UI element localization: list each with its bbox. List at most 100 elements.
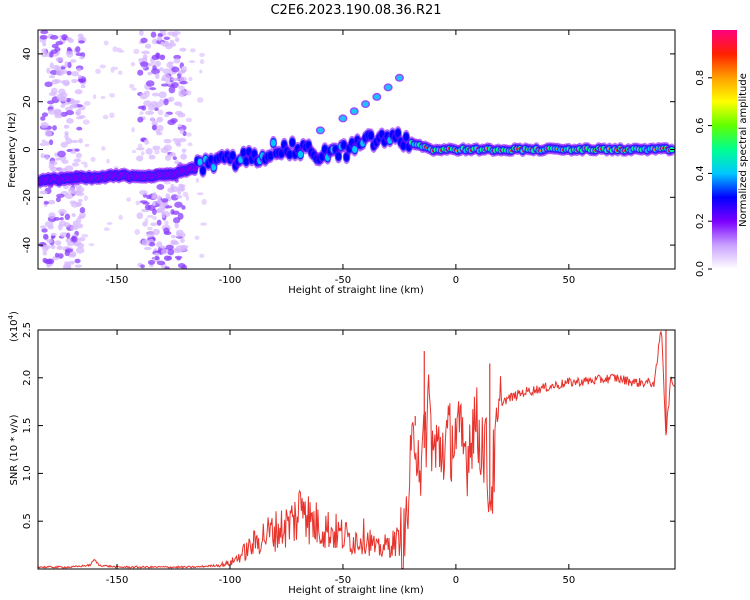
noise-speckle <box>156 36 163 41</box>
noise-speckle <box>162 68 171 75</box>
noise-speckle <box>167 248 175 256</box>
noise-speckle <box>176 232 181 238</box>
x-tick-label: -100 <box>219 575 242 586</box>
noise-speckle <box>155 73 160 80</box>
branch-inner <box>339 115 346 122</box>
y-tick-label: 2.0 <box>22 370 33 386</box>
noise-speckle <box>136 155 144 162</box>
y-tick-label: 20 <box>22 95 33 108</box>
noise-speckle <box>52 125 57 131</box>
noise-speckle <box>48 75 56 79</box>
colorbar-tick-label: 0.0 <box>695 261 706 277</box>
noise-speckle <box>147 71 153 76</box>
noise-speckle <box>76 126 83 131</box>
noise-speckle <box>44 221 54 228</box>
noise-speckle <box>156 219 162 226</box>
noise-speckle <box>39 34 48 40</box>
noise-speckle <box>82 119 90 125</box>
noise-speckle <box>40 153 45 159</box>
noise-speckle <box>46 100 55 105</box>
noise-speckle <box>170 194 179 201</box>
noise-speckle <box>42 250 48 256</box>
noise-speckle <box>66 36 72 42</box>
noise-speckle <box>92 94 97 100</box>
noise-speckle <box>131 127 135 133</box>
noise-speckle <box>199 52 205 57</box>
noise-speckle <box>64 261 70 265</box>
noise-speckle <box>60 141 68 148</box>
noise-speckle <box>126 197 132 202</box>
ridge-inner <box>270 139 276 147</box>
noise-speckle <box>65 264 71 269</box>
ridge-inner <box>230 152 236 160</box>
noise-speckle <box>177 112 186 118</box>
noise-speckle <box>145 110 155 116</box>
noise-speckle <box>71 213 76 218</box>
noise-speckle <box>55 57 64 62</box>
noise-speckle <box>176 257 181 261</box>
noise-speckle <box>69 251 77 257</box>
noise-speckle <box>76 116 84 120</box>
noise-speckle <box>99 64 106 69</box>
noise-speckle <box>111 66 119 71</box>
chart-title: C2E6.2023.190.08.36.R21 <box>270 3 441 18</box>
noise-speckle <box>44 141 50 146</box>
noise-speckle <box>77 78 84 83</box>
noise-speckle <box>170 235 177 239</box>
ridge-inner <box>287 150 293 159</box>
noise-speckle <box>161 211 166 218</box>
noise-speckle <box>165 244 174 251</box>
colorbar-tick-label: 0.2 <box>695 213 706 229</box>
noise-speckle <box>159 67 164 72</box>
noise-speckle <box>159 54 166 61</box>
noise-speckle <box>181 66 187 71</box>
noise-speckle <box>138 30 144 37</box>
noise-speckle <box>136 147 145 151</box>
noise-speckle <box>167 31 176 36</box>
noise-speckle <box>152 200 156 207</box>
noise-speckle <box>48 212 56 219</box>
noise-speckle <box>194 235 200 240</box>
noise-speckle <box>137 69 144 76</box>
noise-speckle <box>112 46 118 53</box>
snr-frame <box>37 329 676 570</box>
noise-speckle <box>164 266 170 269</box>
y-tick-label: 1.0 <box>22 465 33 481</box>
noise-speckle <box>53 217 61 221</box>
ridge-inner <box>197 158 203 166</box>
noise-speckle <box>150 116 155 122</box>
ridge-inner <box>343 153 350 161</box>
noise-speckle <box>135 200 141 206</box>
noise-speckle <box>179 76 188 82</box>
x-tick-label: -50 <box>335 275 351 286</box>
noise-speckle <box>71 104 78 109</box>
noise-speckle <box>109 93 115 98</box>
noise-speckle <box>170 239 178 245</box>
noise-speckle <box>95 68 101 75</box>
noise-speckle <box>163 144 173 152</box>
noise-speckle <box>190 48 196 53</box>
noise-speckle <box>152 216 157 221</box>
snr-plot-area <box>38 330 675 569</box>
noise-speckle <box>106 158 110 164</box>
noise-speckle <box>186 132 192 137</box>
noise-speckle <box>199 69 203 74</box>
colorbar-strip <box>712 30 737 269</box>
noise-speckle <box>59 232 69 238</box>
noise-speckle <box>66 50 74 58</box>
noise-speckle <box>156 116 164 123</box>
noise-speckle <box>174 222 179 229</box>
noise-speckle <box>139 200 148 204</box>
x-tick-label: -100 <box>219 275 242 286</box>
ridge-inner <box>243 157 249 165</box>
noise-speckle <box>152 38 158 45</box>
noise-speckle <box>188 76 193 82</box>
colorbar-tick-label: 0.4 <box>695 165 706 181</box>
y-tick-label: 40 <box>22 48 33 61</box>
branch-inner <box>362 101 369 107</box>
noise-speckle <box>41 50 48 58</box>
noise-speckle <box>139 111 144 116</box>
noise-speckle <box>70 139 79 143</box>
noise-speckle <box>44 129 53 137</box>
noise-speckle <box>144 217 149 224</box>
